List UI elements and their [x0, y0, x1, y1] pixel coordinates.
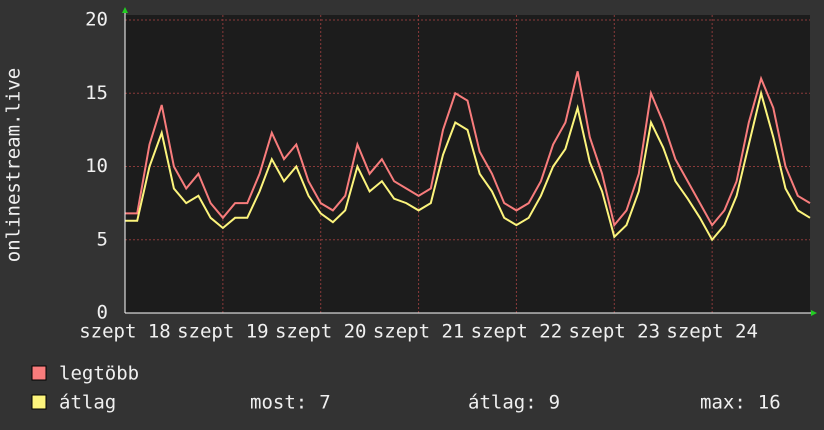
legend-label: legtöbb	[59, 363, 139, 385]
stat-value: 7	[319, 392, 330, 414]
y-tick-label: 0	[97, 302, 108, 324]
stat-label: most:	[250, 392, 307, 414]
series-line	[125, 89, 811, 242]
y-tick-label: 10	[85, 155, 108, 177]
lines	[125, 71, 811, 242]
x-tick-label: szept 20	[275, 321, 367, 343]
y-tick-label: 15	[85, 82, 108, 104]
stat-value: 9	[549, 392, 560, 414]
axis-arrow	[122, 7, 128, 13]
x-tick-label: szept 23	[569, 321, 661, 343]
x-tick-label: szept 21	[373, 321, 465, 343]
stat-label: átlag:	[468, 392, 537, 414]
y-tick-label: 5	[97, 228, 108, 250]
x-tick-label: szept 24	[666, 321, 758, 343]
stat-value: 16	[758, 392, 781, 414]
stat-label: max:	[700, 392, 746, 414]
legend: legtöbb átlag most: 7 átlag: 9 max: 16	[31, 363, 781, 414]
y-axis-label: onlinestream.live	[3, 68, 25, 262]
legend-label: átlag	[59, 392, 116, 414]
y-tick-label: 20	[85, 9, 108, 31]
x-tick-label: szept 19	[177, 321, 269, 343]
axis-arrow	[811, 310, 817, 316]
x-tick-label: szept 18	[79, 321, 171, 343]
plot-area	[125, 15, 810, 313]
series-line	[125, 71, 811, 228]
x-tick-label: szept 22	[471, 321, 563, 343]
legend-swatch	[31, 394, 47, 410]
legend-swatch	[31, 365, 47, 381]
